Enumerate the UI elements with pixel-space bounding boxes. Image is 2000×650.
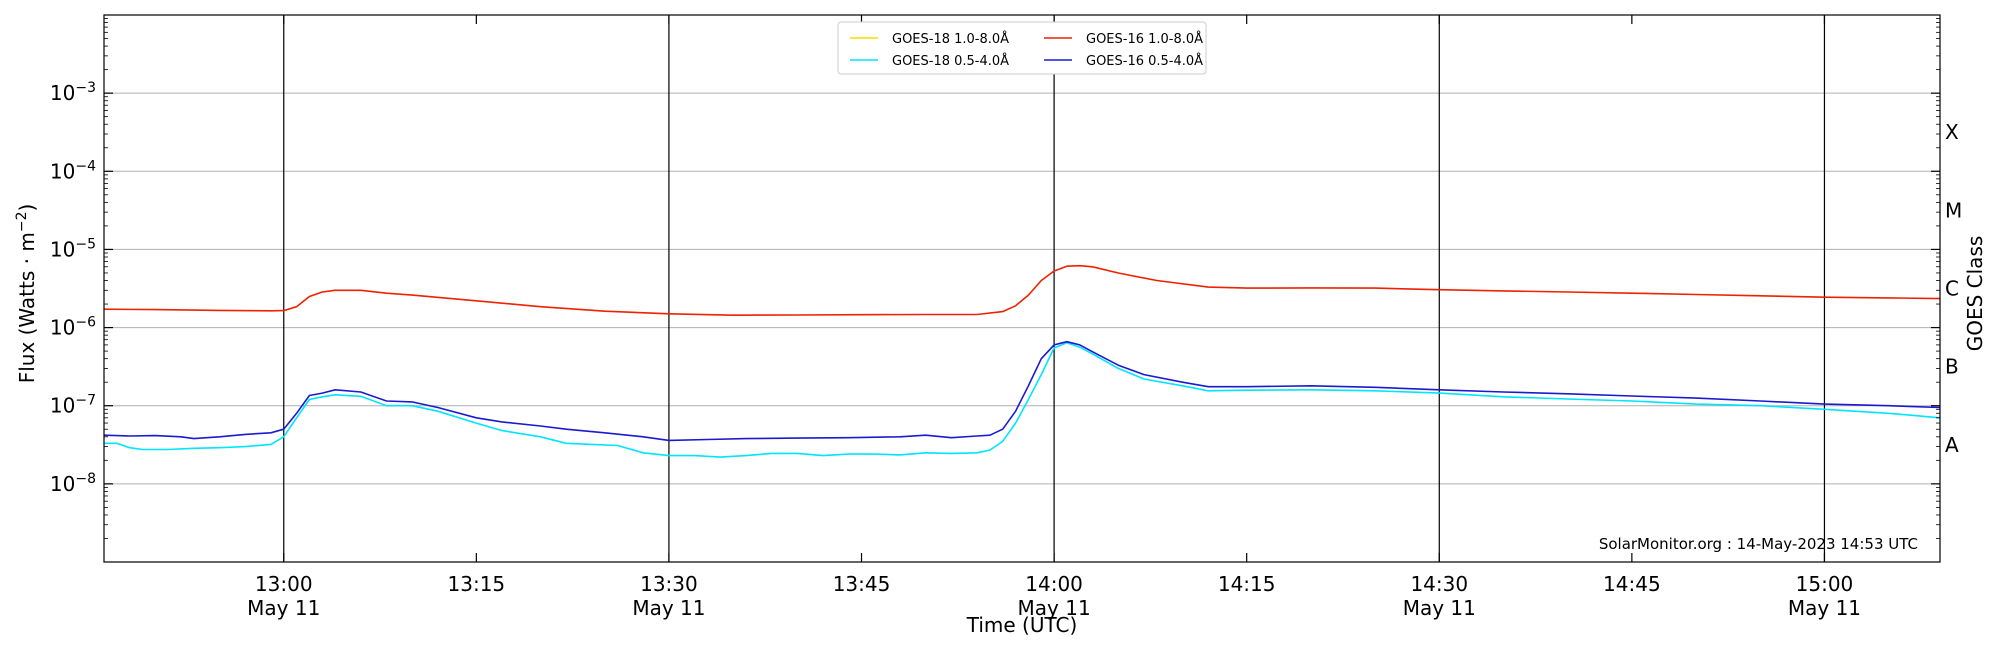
- y-tick-label: 10−7: [50, 393, 96, 418]
- y-axis-label-main: Flux (Watts · m: [15, 232, 39, 383]
- y-tick-exponent: −7: [75, 393, 96, 409]
- y-tick-label: 10−3: [50, 80, 96, 105]
- y-tick-exponent: −3: [75, 80, 96, 96]
- x-tick-label: 15:00: [1796, 572, 1854, 596]
- legend-label: GOES-18 1.0-8.0Å: [892, 31, 1009, 47]
- goes-class-label: B: [1945, 355, 1959, 379]
- x-tick-label: 14:00: [1025, 572, 1083, 596]
- goes-class-label: M: [1945, 198, 1962, 222]
- goes-class-label: C: [1945, 277, 1959, 301]
- series-line-1: [104, 341, 1941, 458]
- y-tick-base: 10: [50, 316, 75, 340]
- x-tick-date-label: May 11: [1018, 596, 1091, 620]
- y-axis-label: Flux (Watts · m−2): [14, 204, 39, 384]
- y-tick-label: 10−6: [50, 315, 96, 340]
- legend-label: GOES-18 0.5-4.0Å: [892, 53, 1009, 69]
- series-line-2: [103, 340, 1941, 442]
- y-tick-label: 10−8: [50, 471, 96, 496]
- solarmonitor-watermark: SolarMonitor.org : 14-May-2023 14:53 UTC: [1599, 535, 1918, 553]
- y-tick-exponent: −5: [75, 236, 96, 252]
- legend-box: [837, 21, 1207, 75]
- y-tick-base: 10: [50, 81, 75, 105]
- y-tick-exponent: −4: [75, 158, 96, 174]
- y-axis-label-close: ): [15, 204, 39, 212]
- y-tick-exponent: −6: [75, 315, 96, 331]
- y-tick-base: 10: [50, 472, 75, 496]
- x-tick-date-label: May 11: [1788, 596, 1861, 620]
- legend-label: GOES-16 1.0-8.0Å: [1086, 31, 1203, 47]
- goes-class-labels: A B C M X: [1945, 120, 1962, 457]
- y-tick-label: 10−5: [50, 236, 96, 261]
- y-axis-ticks: 10−810−710−610−510−410−3: [50, 18, 1940, 539]
- goes-class-label: A: [1945, 433, 1959, 457]
- x-tick-date-label: May 11: [632, 596, 705, 620]
- y-tick-base: 10: [50, 394, 75, 418]
- x-tick-label: 14:15: [1218, 572, 1276, 596]
- x-tick-label: 14:45: [1603, 572, 1661, 596]
- series-line-0: [103, 264, 1941, 317]
- legend-label: GOES-16 0.5-4.0Å: [1086, 53, 1203, 69]
- vertical-time-lines: [283, 15, 1826, 562]
- y-tick-base: 10: [50, 237, 75, 261]
- y-axis-label-exponent: −2: [14, 212, 30, 233]
- x-tick-label: 13:15: [448, 572, 506, 596]
- x-axis-label: Time (UTC): [966, 613, 1078, 637]
- x-tick-label: 13:00: [255, 572, 313, 596]
- y-tick-base: 10: [50, 159, 75, 183]
- plot-frame: [103, 14, 1941, 563]
- legend: GOES-18 1.0-8.0Å GOES-18 0.5-4.0Å GOES-16 …: [837, 21, 1207, 75]
- x-tick-label: 13:30: [640, 572, 698, 596]
- goes-class-axis-label: GOES Class: [1963, 236, 1987, 352]
- x-tick-label: 14:30: [1410, 572, 1468, 596]
- y-tick-label: 10−4: [50, 158, 96, 183]
- x-tick-date-label: May 11: [247, 596, 320, 620]
- series-layer: [103, 264, 1941, 458]
- x-tick-date-label: May 11: [1403, 596, 1476, 620]
- y-tick-exponent: −8: [75, 471, 96, 487]
- goes-class-label: X: [1945, 120, 1959, 144]
- x-tick-label: 13:45: [833, 572, 891, 596]
